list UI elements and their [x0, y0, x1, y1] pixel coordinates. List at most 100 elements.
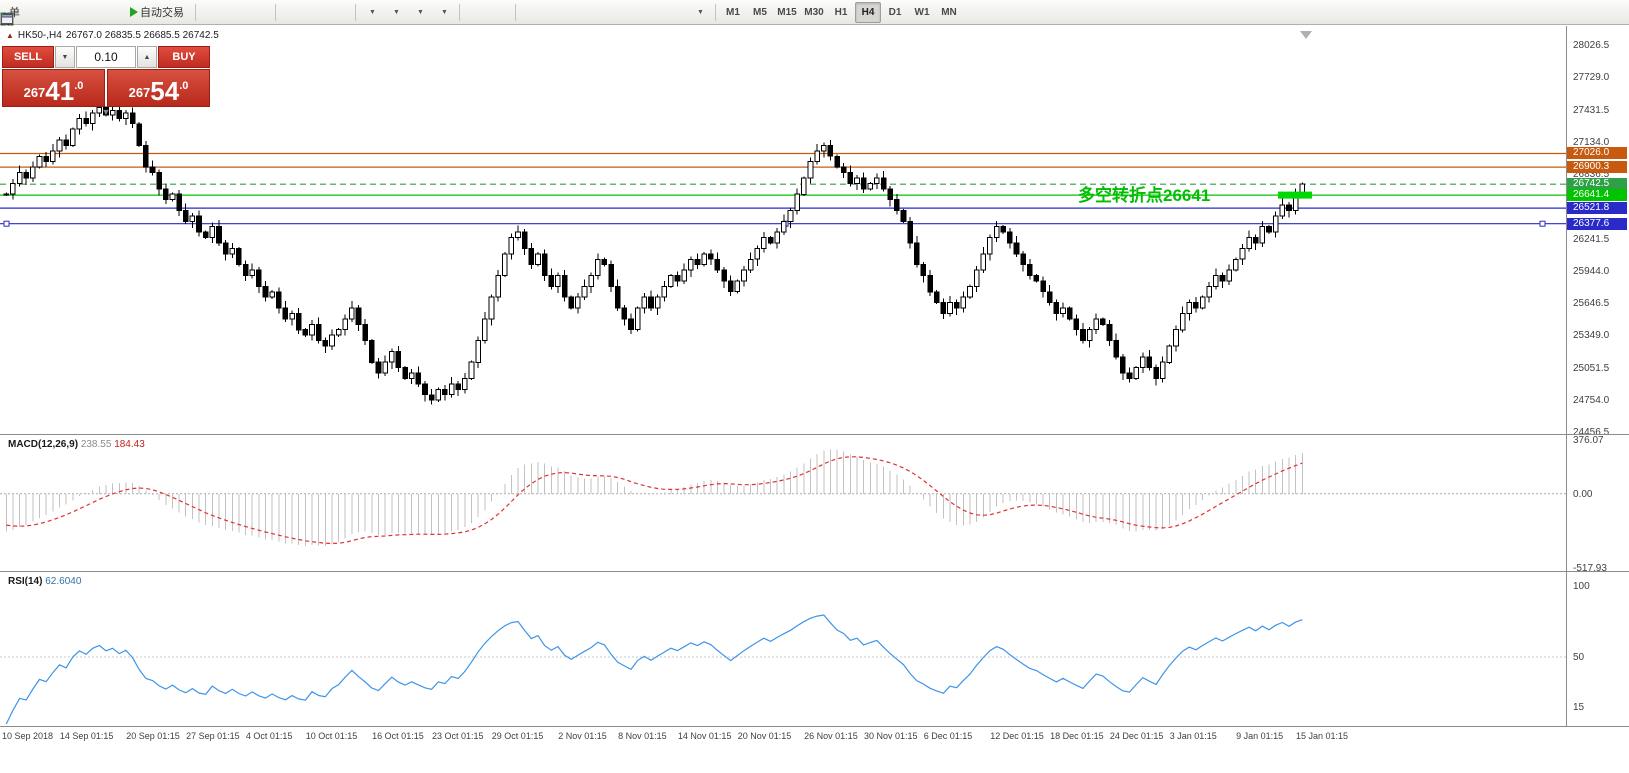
rsi-scale-label: 15: [1573, 701, 1585, 713]
navigator-button[interactable]: [1, 2, 98, 25]
new-order-button[interactable]: 单: [3, 2, 26, 23]
time-axis-label: 6 Dec 01:15: [923, 731, 973, 741]
templates-button[interactable]: ▼: [2, 2, 455, 25]
crosshair-button[interactable]: [1, 2, 511, 25]
time-axis-label: 18 Dec 01:15: [1050, 731, 1104, 741]
zoom-out-button[interactable]: [1, 2, 327, 26]
vertical-line-tool-button[interactable]: [6, 2, 543, 25]
macd-label: MACD(12,26,9) 238.55 184.43: [8, 439, 145, 450]
time-axis-label: 24 Dec 01:15: [1109, 731, 1164, 741]
main-chart-panel: 多空转折点26641: [0, 31, 1566, 405]
bar-chart-button[interactable]: [2, 2, 223, 24]
arrows-tool-button[interactable]: ▼: [3, 2, 711, 23]
price-axis[interactable]: 28026.527729.027431.527134.026836.526539…: [1567, 26, 1629, 726]
symbol-name: HK50-,H4: [17, 30, 62, 41]
time-axis-label: 9 Jan 01:15: [1236, 731, 1284, 741]
symbol-ohlc: 26767.0 26835.5 26685.5 26742.5: [65, 30, 219, 41]
market-watch-button[interactable]: [0, 2, 50, 25]
horizontal-line-tool-button[interactable]: [1, 2, 567, 23]
time-axis-label: 27 Sep 01:15: [186, 731, 240, 741]
channel-tool-button[interactable]: [0, 2, 615, 26]
sell-button[interactable]: SELL: [2, 46, 54, 68]
chart-window-button[interactable]: [1, 2, 1626, 24]
panel-separator: [0, 726, 1629, 727]
candlestick-chart-button[interactable]: [2, 2, 247, 25]
time-axis-label: 10 Oct 01:15: [305, 731, 358, 741]
macd-value: 238.55: [80, 439, 112, 450]
autotrading-button[interactable]: 自动交易: [123, 2, 191, 23]
timeframe-h1-button[interactable]: H1: [834, 6, 848, 18]
panel-separator[interactable]: [0, 571, 1629, 572]
terminal-button[interactable]: [1, 2, 122, 25]
price-axis-label: 28026.5: [1573, 40, 1610, 51]
timeframe-m30-button[interactable]: M30: [804, 6, 824, 18]
zoom-in-button[interactable]: [1, 2, 303, 26]
tile-windows-button[interactable]: [0, 2, 351, 26]
cursor-button[interactable]: [4, 2, 487, 26]
buy-price-decimal: .0: [179, 80, 189, 92]
buy-price-display[interactable]: 267 54.0: [107, 69, 210, 107]
rsi-label: RSI(14) 62.6040: [8, 576, 81, 587]
price-axis-label: 27729.0: [1573, 72, 1610, 84]
time-axis-label: 15 Jan 01:15: [1295, 731, 1349, 741]
text-tool-button[interactable]: A: [3, 2, 663, 26]
price-axis-label: 26836.5: [1573, 169, 1610, 180]
time-axis-label: 8 Nov 01:15: [618, 731, 667, 741]
toolbar-separator: [715, 3, 716, 21]
chart-shift-marker[interactable]: [1300, 31, 1312, 39]
price-badge-26521.8: 26521.8: [1567, 202, 1627, 215]
line-chart-button[interactable]: [0, 2, 271, 24]
time-axis-label: 30 Nov 01:15: [863, 731, 918, 741]
symbol-icon: ▲: [6, 30, 14, 40]
price-axis-divider: [1566, 26, 1567, 726]
time-axis-label: 20 Nov 01:15: [737, 731, 792, 741]
timeframe-h4-button[interactable]: H4: [855, 1, 881, 23]
new-order-label: 单: [9, 7, 20, 19]
timeframe-mn-button[interactable]: MN: [941, 6, 957, 18]
macd-scale-label: 376.07: [1573, 435, 1604, 446]
rsi-scale-label: 100: [1573, 581, 1590, 592]
toolbar-separator: [195, 3, 196, 21]
panel-separator[interactable]: [0, 434, 1629, 435]
main-toolbar: 单 自动交易 ▼ ▼ ▼ ▼ F A T ▼ M1 M5 M15 M30 H1 …: [0, 0, 1629, 26]
toolbar-separator: [355, 3, 356, 21]
time-axis[interactable]: 10 Sep 2018 14 Sep 01:15 20 Sep 01:15 27 Se…: [0, 727, 1629, 773]
timeframe-m1-button[interactable]: M1: [726, 6, 740, 18]
volume-increase-button[interactable]: ▲: [137, 46, 157, 68]
hline-handle[interactable]: [1539, 220, 1546, 227]
symbol-info: ▲ HK50-,H4 26767.0 26835.5 26685.5 26742…: [6, 30, 219, 41]
buy-button[interactable]: BUY: [158, 46, 210, 68]
volume-input[interactable]: [76, 46, 136, 68]
price-axis-label: 24754.0: [1573, 394, 1610, 406]
price-axis-label: 27134.0: [1573, 136, 1610, 148]
rsi-panel: [0, 614, 1566, 725]
trendline-tool-button[interactable]: [0, 2, 591, 26]
turning-point-highlight[interactable]: [1278, 191, 1312, 199]
price-badge-26900.3: 26900.3: [1567, 161, 1627, 174]
annotation-text[interactable]: 多空转折点26641: [1078, 185, 1210, 205]
sell-price-prefix: 267: [23, 85, 46, 100]
indicators-button[interactable]: ▼: [2, 2, 407, 24]
label-tool-button[interactable]: T: [0, 2, 687, 24]
periods-button[interactable]: ▼: [1, 2, 431, 25]
timeframe-w1-button[interactable]: W1: [914, 6, 930, 18]
rsi-scale-label: 50: [1573, 652, 1585, 663]
rsi-line: [5, 614, 1303, 725]
fibonacci-tool-button[interactable]: F: [2, 2, 639, 26]
timeframe-m15-button[interactable]: M15: [777, 6, 797, 18]
sell-price-display[interactable]: 267 41.0: [2, 69, 105, 107]
time-axis-label: 14 Nov 01:15: [677, 731, 732, 741]
hline-handle[interactable]: [3, 220, 10, 227]
search-button[interactable]: [1, 2, 1603, 26]
volume-decrease-button[interactable]: ▼: [55, 46, 75, 68]
buy-price-prefix: 267: [128, 85, 151, 100]
timeframe-m5-button[interactable]: M5: [753, 6, 767, 18]
profiles-button[interactable]: ▼: [1, 2, 383, 24]
price-axis-label: 25944.0: [1573, 265, 1610, 277]
time-axis-label: 14 Sep 01:15: [59, 731, 114, 741]
trade-panel-collapse-button[interactable]: ▼: [101, 107, 111, 117]
macd-panel: [0, 449, 1566, 547]
data-window-button[interactable]: [1, 2, 74, 25]
timeframe-d1-button[interactable]: D1: [888, 6, 902, 18]
